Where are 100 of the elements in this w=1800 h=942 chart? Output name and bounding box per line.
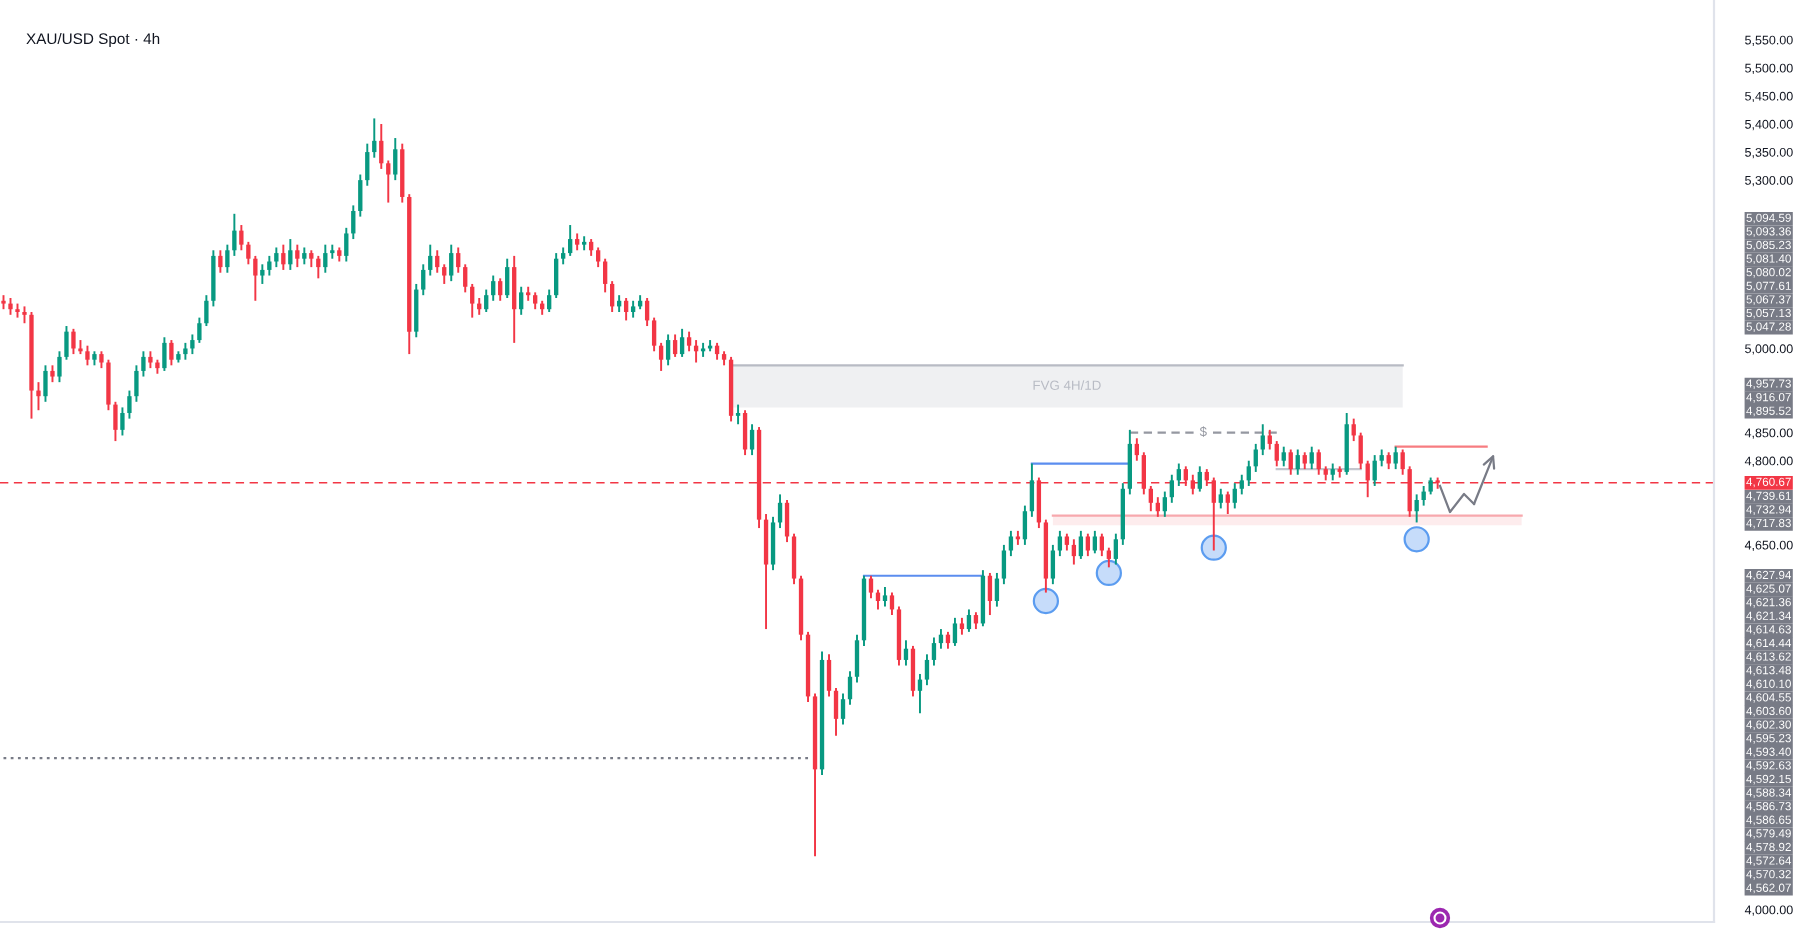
candlestick [917,672,923,715]
candlestick [665,333,671,367]
candlestick [85,344,90,367]
candlestick [421,263,426,297]
candlestick [868,574,874,600]
candlestick [470,282,475,319]
candlestick [1253,442,1258,473]
point [1403,526,1430,553]
candlestick [372,117,377,159]
candlestick [609,280,615,313]
candlestick [1267,428,1272,451]
candlestick [1239,473,1244,496]
candlestick [358,173,363,218]
candlestick [414,282,419,339]
candlestick [218,249,223,274]
candlestick [1309,445,1314,471]
candlestick [1113,532,1119,566]
candlestick [1218,487,1223,510]
candlestick [71,327,76,356]
candlestick [833,687,839,737]
candlestick [1400,448,1405,476]
candlestick [344,226,349,263]
candlestick [260,263,265,285]
candlestick [847,670,853,706]
point [1032,587,1060,615]
candlestick [1099,532,1105,558]
candlestick [770,515,776,572]
candlestick [456,246,461,274]
candlestick [889,591,895,617]
candlestick [602,257,608,294]
candlestick [1295,448,1300,476]
candlestick [882,586,888,608]
candlestick [1050,543,1056,586]
candlestick [854,633,860,684]
candlestick [1071,538,1077,566]
candlestick [651,316,657,353]
candlestick [1281,445,1286,468]
candlestick [742,409,748,457]
candlestick [595,246,601,269]
candlestick [1169,473,1174,504]
candlestick [169,339,174,367]
candlestick [1246,459,1251,487]
candlestick [162,336,167,372]
candlestick [1274,440,1279,468]
candlestick [267,254,272,277]
candlestick [1358,431,1363,471]
candlestick [994,571,1000,608]
candlestick [365,142,370,187]
candlestick [1134,437,1140,462]
candlestick [43,364,48,403]
candlestick [931,636,937,667]
candlestick [435,249,440,274]
candlestick [735,403,741,426]
candlestick [512,254,517,344]
candlestick [568,224,573,257]
candlestick [519,285,524,316]
candlestick [1260,423,1265,457]
candlestick [1176,462,1181,487]
candlestick [1197,465,1202,493]
candlestick [1008,529,1014,558]
candlestick [379,123,384,170]
candlestick [910,644,916,698]
candlestick [547,288,552,313]
candlestick [1288,448,1293,476]
candlestick [679,327,685,358]
candlestick [952,616,958,647]
candlestick [323,243,328,274]
point [1200,534,1227,561]
candlestick [1085,532,1091,558]
candlestick [763,513,769,631]
candlestick [386,159,391,204]
candlestick [505,257,510,299]
candlestick [1057,529,1063,558]
candlestick [924,653,930,687]
candlestick [295,243,300,269]
candlestick [1022,504,1028,546]
candlestick [1029,462,1035,518]
candlestick [491,274,496,302]
candlestick [623,297,629,322]
candlestick [281,243,286,271]
candlestick [428,243,433,277]
candlestick [274,246,279,269]
candlestick [903,639,909,667]
candlestick [1225,490,1230,515]
candlestick [826,653,832,698]
candlestick [987,571,993,617]
candlestick [498,277,503,302]
candlestick [1414,493,1419,524]
candlestick [288,238,293,271]
candlestick [672,333,678,358]
candlestick [784,499,790,544]
candlestick [1393,445,1398,471]
candlestick [1078,529,1084,560]
candlestick [1127,428,1133,496]
candlestick [554,252,559,299]
candlestick [966,608,972,633]
candlestick [1344,412,1349,476]
candlestick [791,532,797,586]
candlestick [658,341,664,372]
candlestick [463,263,468,294]
